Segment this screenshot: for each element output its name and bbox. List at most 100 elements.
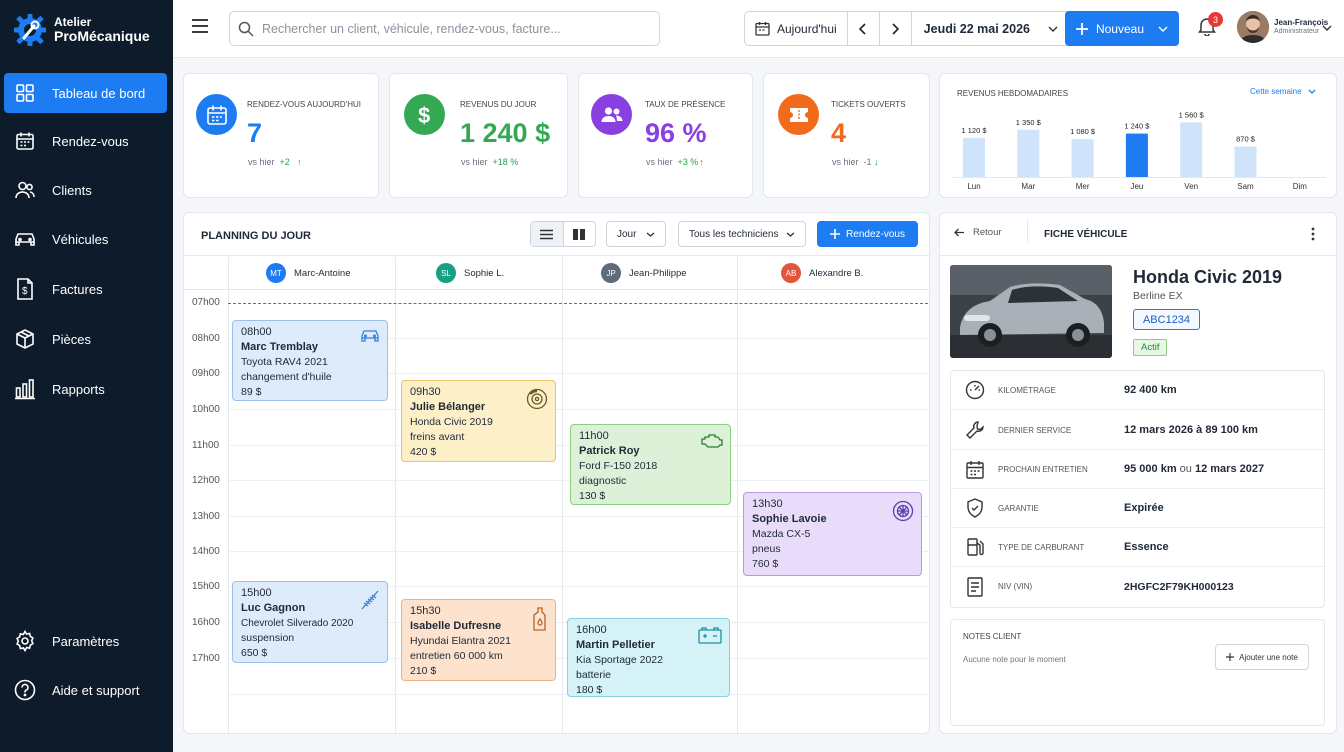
fuel-icon <box>964 537 986 557</box>
appointment-client: Martin Pelletier <box>576 639 655 651</box>
plus-icon <box>1226 653 1235 661</box>
date-select[interactable]: Jeudi 22 mai 2026 <box>912 12 1070 45</box>
appointment-service: entretien 60 000 km <box>410 650 503 662</box>
search-input[interactable] <box>262 21 642 36</box>
next-day-button[interactable] <box>880 12 912 45</box>
appointment-client: Sophie Lavoie <box>752 513 827 525</box>
week-range-select[interactable]: Cette semaine <box>1250 87 1316 96</box>
bar-value-label: 1 080 $ <box>1070 127 1096 136</box>
add-appointment-button[interactable]: Rendez-vous <box>817 221 918 247</box>
chart-bar[interactable] <box>1071 139 1094 177</box>
appointment-card[interactable]: 15h00 Luc Gagnon Chevrolet Silverado 202… <box>232 581 388 663</box>
calendar-icon <box>196 94 237 135</box>
brake-disc-icon <box>526 388 548 410</box>
chevron-down-icon[interactable] <box>1322 25 1332 31</box>
app-logo[interactable]: Atelier ProMécanique <box>12 12 150 48</box>
appointment-vehicle: Ford F-150 2018 <box>579 460 658 472</box>
hour-gridline <box>228 551 928 552</box>
spec-value-part: 95 000 km <box>1124 463 1177 475</box>
search-icon <box>238 21 254 37</box>
back-button[interactable]: Retour <box>954 227 1002 238</box>
spec-value: Essence <box>1124 541 1169 553</box>
x-tick-label: Mer <box>1076 182 1090 191</box>
appointment-card[interactable]: 15h30 Isabelle Dufresne Hyundai Elantra … <box>401 599 556 681</box>
planning-title: Planning du jour <box>201 230 312 242</box>
plus-icon <box>830 229 841 239</box>
top-bar: Aujourd'hui Jeudi 22 mai 2026 Nouveau 3 … <box>173 0 1344 58</box>
appointment-service: changement d'huile <box>241 371 332 383</box>
today-button[interactable]: Aujourd'hui <box>745 12 848 45</box>
spec-label: Type de carburant <box>998 542 1085 552</box>
sidebar-item-label: Tableau de bord <box>52 85 146 101</box>
kpi-value: 7 <box>247 118 263 148</box>
compare-label: vs hier <box>248 157 275 167</box>
shield-icon <box>964 498 986 518</box>
sidebar-item-clients[interactable]: Clients <box>4 170 167 210</box>
appointment-vehicle: Chevrolet Silverado 2020 <box>241 618 354 629</box>
appointment-card[interactable]: 08h00 Marc Tremblay Toyota RAV4 2021 cha… <box>232 320 388 401</box>
bar-value-label: 1 240 $ <box>1124 122 1150 131</box>
sidebar-item-parts[interactable]: Pièces <box>4 319 167 359</box>
sidebar-item-dashboard[interactable]: Tableau de bord <box>4 73 167 113</box>
add-note-button[interactable]: Ajouter une note <box>1215 644 1309 670</box>
view-select[interactable]: Jour <box>606 221 666 247</box>
spec-label: Garantie <box>998 503 1039 513</box>
sidebar-item-settings[interactable]: Paramètres <box>4 621 167 661</box>
app-name-line1: Atelier <box>54 14 92 29</box>
more-options-icon[interactable] <box>1311 227 1315 241</box>
technician-name: Alexandre B. <box>809 267 864 279</box>
column-view-button[interactable] <box>564 222 596 246</box>
sidebar-item-label: Clients <box>52 182 92 198</box>
technician-header[interactable]: AB Alexandre B. <box>781 256 863 290</box>
sidebar-item-appointments[interactable]: Rendez-vous <box>4 121 167 161</box>
weekly-revenue-title: Revenus hebdomadaires <box>957 89 1069 98</box>
dollar-icon: $ <box>404 94 445 135</box>
technician-header[interactable]: JP Jean-Philippe <box>601 256 687 290</box>
sidebar-item-help[interactable]: Aide et support <box>4 670 167 710</box>
compare-label: vs hier <box>646 157 673 167</box>
appointment-card[interactable]: 09h30 Julie Bélanger Honda Civic 2019 fr… <box>401 380 556 462</box>
weekly-revenue-card: Revenus hebdomadaires Cette semaine 1 12… <box>939 73 1337 198</box>
technician-header[interactable]: MT Marc-Antoine <box>266 256 351 290</box>
new-button[interactable]: Nouveau <box>1065 11 1179 46</box>
technician-select[interactable]: Tous les techniciens <box>678 221 806 247</box>
appointment-card[interactable]: 11h00 Patrick Roy Ford F-150 2018 diagno… <box>570 424 731 505</box>
appointment-client: Marc Tremblay <box>241 341 319 353</box>
hour-label: 09h00 <box>192 368 220 379</box>
list-view-button[interactable] <box>531 222 564 246</box>
chart-bar[interactable] <box>1017 129 1040 177</box>
user-info[interactable]: Jean-François Administrateur <box>1274 18 1328 36</box>
spec-row-last-service: Dernier service 12 mars 2026 à 89 100 km <box>951 411 1326 450</box>
notes-title: Notes client <box>963 632 1022 641</box>
appointment-time: 16h00 <box>576 624 607 636</box>
sidebar-item-vehicles[interactable]: Véhicules <box>4 219 167 259</box>
appointment-card[interactable]: 16h00 Martin Pelletier Kia Sportage 2022… <box>567 618 730 697</box>
previous-day-button[interactable] <box>848 12 880 45</box>
x-tick-label: Lun <box>967 182 980 191</box>
engine-icon <box>701 432 723 448</box>
sidebar-item-label: Factures <box>52 281 103 297</box>
chevron-down-icon <box>1048 26 1058 32</box>
sidebar-item-reports[interactable]: Rapports <box>4 369 167 409</box>
chart-bar[interactable] <box>1180 122 1203 177</box>
appointment-client: Luc Gagnon <box>241 602 306 614</box>
sidebar-item-invoices[interactable]: $ Factures <box>4 269 167 309</box>
appointment-vehicle: Mazda CX-5 <box>752 528 811 540</box>
appointment-price: 420 $ <box>410 446 437 458</box>
daily-planning-card: Planning du jour Jour Tous les technicie… <box>183 212 930 734</box>
svg-text:$: $ <box>418 103 430 127</box>
kpi-compare: vs hier +18 % <box>461 157 518 167</box>
hamburger-menu-icon[interactable] <box>191 18 209 34</box>
chart-bar[interactable] <box>1234 146 1257 177</box>
avatar[interactable] <box>1237 11 1269 43</box>
chart-bar[interactable] <box>963 137 985 177</box>
hour-gridline <box>228 409 928 410</box>
technician-header[interactable]: SL Sophie L. <box>436 256 504 290</box>
appointment-card[interactable]: 13h30 Sophie Lavoie Mazda CX-5 pneus 760… <box>743 492 922 576</box>
today-label: Aujourd'hui <box>777 21 837 36</box>
search-box[interactable] <box>229 11 660 46</box>
chart-bar[interactable] <box>1125 133 1148 177</box>
appointment-service: batterie <box>576 669 612 681</box>
battery-icon <box>698 626 722 644</box>
spec-row-mileage: Kilométrage 92 400 km <box>951 371 1326 410</box>
